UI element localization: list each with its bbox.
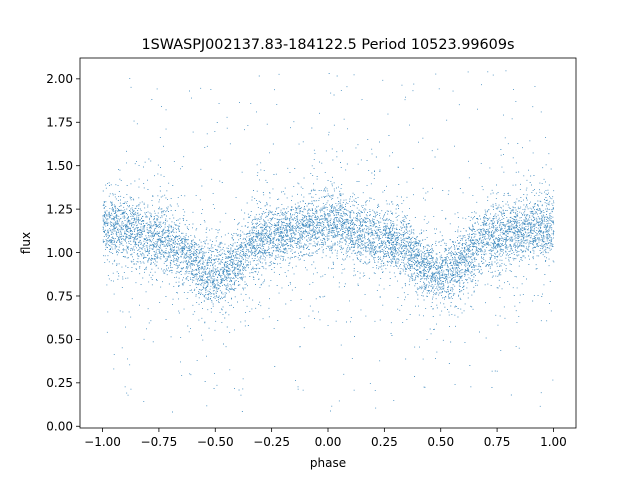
y-axis-label: flux: [19, 232, 33, 254]
x-tick-label: −0.25: [253, 435, 290, 449]
y-tick-label: 0.50: [46, 333, 73, 347]
x-axis-label: phase: [310, 456, 346, 470]
x-tick-label: −1.00: [84, 435, 121, 449]
chart-title: 1SWASPJ002137.83-184122.5 Period 10523.9…: [142, 37, 515, 53]
y-axis: 0.00 0.25 0.50 0.75 1.00 1.25 1.50 1.75 2.00: [46, 72, 80, 434]
scatter-points-path: [102, 70, 555, 413]
x-axis: −1.00 −0.75 −0.50 −0.25 0.00 0.25 0.50 0.75 1.00: [84, 428, 567, 449]
x-tick-label: −0.75: [141, 435, 178, 449]
y-tick-label: 0.00: [46, 420, 73, 434]
y-tick-label: 0.25: [46, 376, 73, 390]
x-tick-label: 1.00: [540, 435, 567, 449]
y-tick-label: 1.75: [46, 116, 73, 130]
x-tick-label: 0.25: [371, 435, 398, 449]
x-tick-label: 0.75: [484, 435, 511, 449]
y-tick-label: 1.25: [46, 202, 73, 216]
points-layer: [102, 70, 555, 413]
x-tick-label: 0.50: [427, 435, 454, 449]
y-tick-label: 0.75: [46, 289, 73, 303]
x-tick-label: −0.50: [197, 435, 234, 449]
y-tick-label: 1.00: [46, 246, 73, 260]
y-tick-label: 1.50: [46, 159, 73, 173]
x-tick-label: 0.00: [315, 435, 342, 449]
y-tick-label: 2.00: [46, 72, 73, 86]
